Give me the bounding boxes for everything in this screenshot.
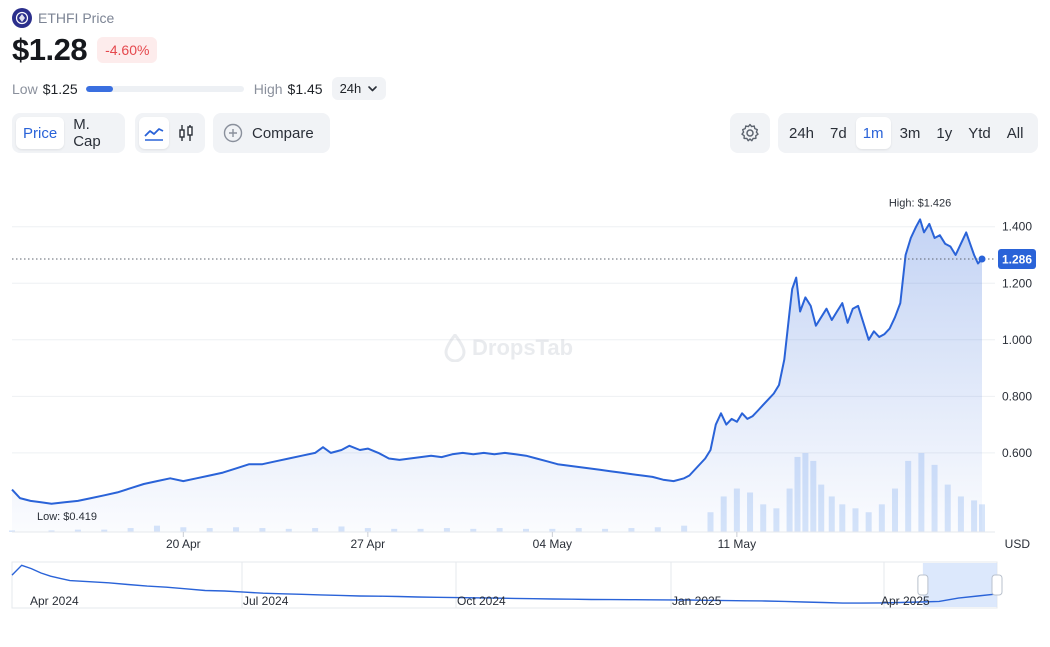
range-progress-fill xyxy=(85,85,113,92)
y-tick-label: 1.200 xyxy=(1002,276,1032,290)
line-chart-button[interactable] xyxy=(139,117,169,149)
x-tick-label: 11 May xyxy=(718,537,756,551)
range-period-value: 24h xyxy=(339,81,362,96)
navigator-tick-label: Oct 2024 xyxy=(457,594,506,608)
current-price: $1.28 xyxy=(12,32,88,67)
current-price-value: 1.286 xyxy=(1002,252,1032,266)
tab-price[interactable]: Price xyxy=(16,117,65,149)
price-chart-svg: 1.400 1.200 1.000 0.800 0.600 1.286 High: $1.4… xyxy=(9,197,1036,609)
price-line xyxy=(11,218,983,505)
price-change-badge: -4.60% xyxy=(97,37,158,63)
navigator-tick-label: Jan 2025 xyxy=(672,594,722,608)
chart-settings-button[interactable] xyxy=(730,113,770,153)
range-tab-7d[interactable]: 7d xyxy=(830,124,847,142)
low-annotation: Low: $0.419 xyxy=(37,511,97,523)
candlestick-button[interactable] xyxy=(171,117,201,149)
x-tick-label: 04 May xyxy=(533,537,572,551)
low-value: $1.25 xyxy=(42,80,78,97)
y-tick-label: 0.600 xyxy=(1002,446,1032,460)
ethfi-logo-icon xyxy=(12,8,32,28)
x-tick-label: 27 Apr xyxy=(350,537,385,551)
price-area xyxy=(12,219,982,532)
compare-button[interactable]: Compare xyxy=(213,113,330,153)
navigator-tick-label: Apr 2024 xyxy=(30,594,79,608)
navigator-handle-right[interactable] xyxy=(991,574,1003,596)
navigator-handle-left[interactable] xyxy=(917,574,929,596)
navigator-tick-label: Apr 2025 xyxy=(881,594,930,608)
daily-range: Low $1.25 High $1.45 24h xyxy=(12,77,387,100)
range-tab-3m[interactable]: 3m xyxy=(899,124,921,142)
navigator-line xyxy=(11,564,998,604)
candlestick-icon xyxy=(179,125,193,141)
y-tick-label: 1.000 xyxy=(1002,333,1032,347)
watermark: DropsTab xyxy=(444,334,573,362)
range-tab-1y[interactable]: 1y xyxy=(936,124,953,142)
drop-logo-icon xyxy=(444,334,466,362)
chart-toolbar: Price M. Cap Compare xyxy=(12,113,1038,153)
compare-label: Compare xyxy=(252,124,314,142)
gear-icon xyxy=(741,123,759,142)
current-price-marker xyxy=(978,255,986,263)
high-label: High xyxy=(253,80,283,97)
chevron-down-icon xyxy=(368,86,378,92)
navigator-tick-label: Jul 2024 xyxy=(243,594,289,608)
range-period-select[interactable]: 24h xyxy=(331,77,387,100)
metric-switch: Price M. Cap xyxy=(12,113,125,153)
x-tick-label: 20 Apr xyxy=(166,537,201,551)
axis-unit-label: USD xyxy=(1005,537,1031,551)
current-price-badge: 1.286 xyxy=(998,248,1036,269)
range-tab-24h[interactable]: 24h xyxy=(789,124,815,142)
coin-header: ETHFI Price xyxy=(12,8,114,28)
time-range-switch: 24h 7d 1m 3m 1y Ytd All xyxy=(778,113,1038,153)
range-tab-all[interactable]: All xyxy=(1006,124,1024,142)
line-chart-icon xyxy=(144,128,164,141)
y-tick-label: 0.800 xyxy=(1002,389,1032,403)
tab-market-cap[interactable]: M. Cap xyxy=(73,116,101,150)
plus-circle-icon xyxy=(223,123,243,143)
high-annotation: High: $1.426 xyxy=(889,197,951,209)
coin-title: ETHFI Price xyxy=(38,10,115,26)
navigator-selection xyxy=(922,563,997,607)
chart-type-switch xyxy=(135,113,205,153)
range-tab-1m[interactable]: 1m xyxy=(855,117,891,149)
high-value: $1.45 xyxy=(287,80,323,97)
range-progress-bar xyxy=(85,85,244,92)
watermark-text: DropsTab xyxy=(472,335,574,360)
price-chart: 1.400 1.200 1.000 0.800 0.600 1.286 High: $1.4… xyxy=(0,170,1050,610)
range-tab-ytd[interactable]: Ytd xyxy=(968,124,991,142)
low-label: Low xyxy=(12,80,38,97)
current-price-badge-bg xyxy=(998,248,1036,269)
y-tick-label: 1.400 xyxy=(1002,220,1032,234)
navigator-frame xyxy=(11,561,998,609)
